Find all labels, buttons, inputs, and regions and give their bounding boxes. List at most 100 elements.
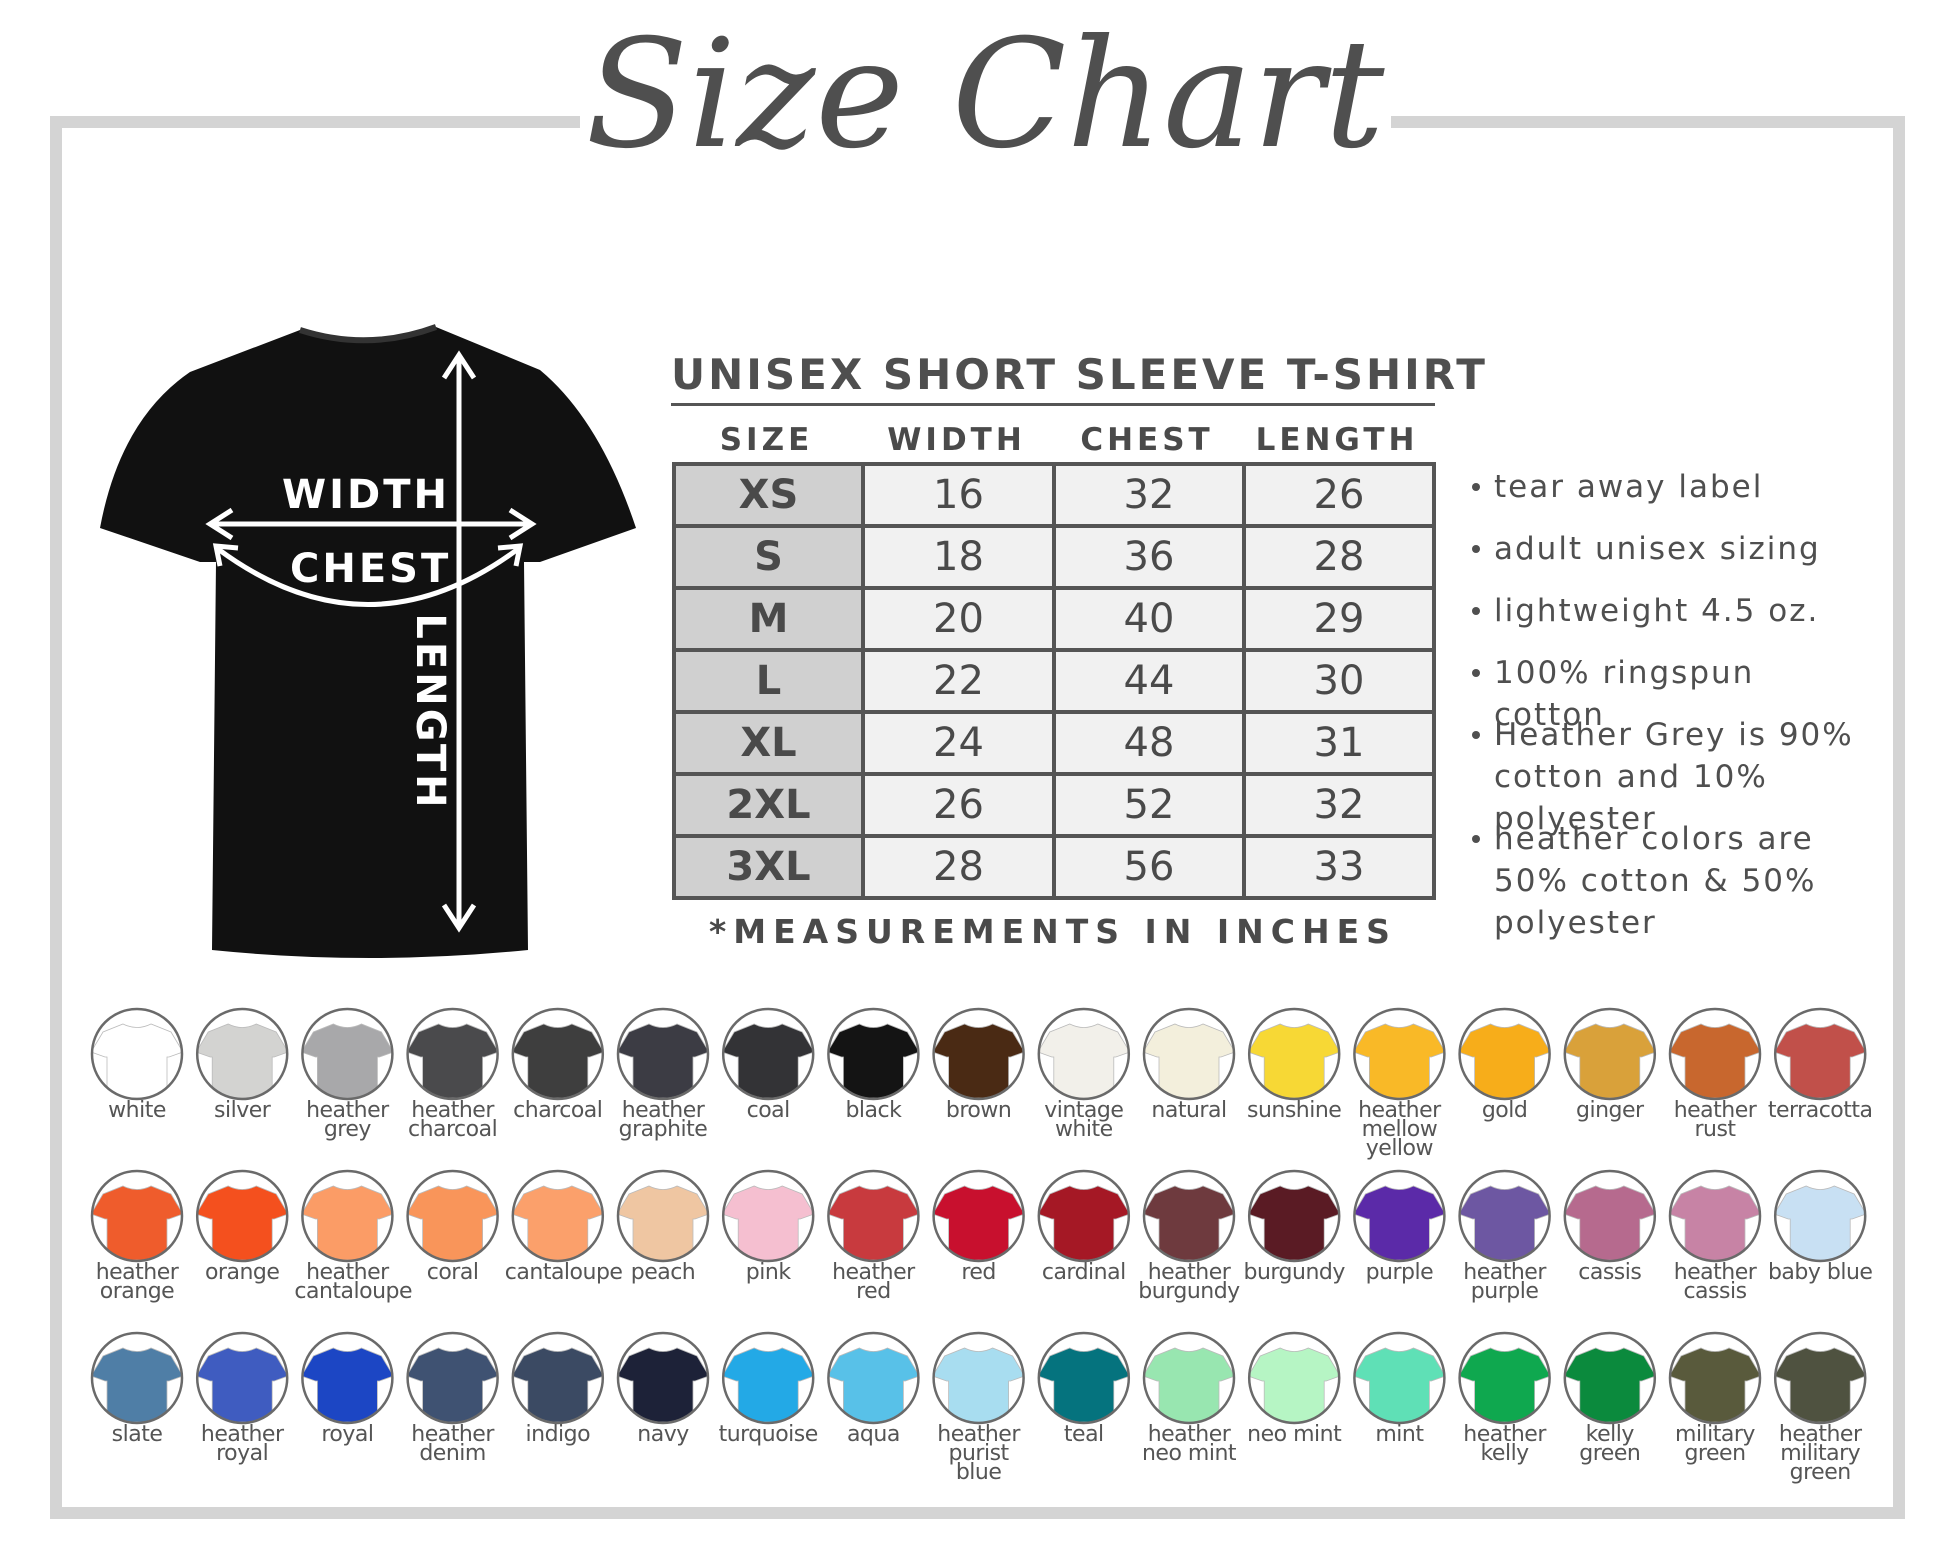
swatch-shirt (829, 1023, 918, 1098)
swatch (1773, 1331, 1867, 1425)
swatch-label: kelly green (1579, 1422, 1641, 1466)
swatch-shirt (408, 1185, 497, 1260)
swatch-ring (90, 1331, 184, 1425)
swatch-ring (721, 1169, 815, 1263)
measurement-cell: 16 (861, 462, 1056, 528)
swatch-shirt (513, 1023, 602, 1098)
swatch-shirt (1355, 1023, 1444, 1098)
swatch (511, 1007, 605, 1101)
swatch-shirt (1250, 1347, 1339, 1422)
swatch (616, 1331, 710, 1425)
swatch (827, 1169, 920, 1263)
swatch-shirt (1250, 1185, 1339, 1260)
measurement-cell: 29 (1242, 586, 1436, 652)
swatch (301, 1169, 394, 1263)
swatch-ring (1353, 1007, 1446, 1101)
shirt (100, 327, 636, 958)
feature: heather colors are 50% cotton & 50% poly… (1472, 818, 1872, 944)
swatch-label: red (961, 1260, 996, 1285)
swatch-ring (1773, 1169, 1867, 1263)
table-note: *MEASUREMENTS IN INCHES (709, 912, 1397, 951)
swatch-label: heather purple (1463, 1260, 1546, 1304)
swatch-shirt (303, 1347, 392, 1422)
width-label: WIDTH (282, 472, 450, 518)
swatch (1773, 1007, 1867, 1101)
swatch (1142, 1007, 1236, 1101)
measurement-cell: 26 (1242, 462, 1436, 528)
measurement-cell: 48 (1052, 710, 1246, 776)
swatch-shirt (1145, 1347, 1233, 1422)
swatch-ring (1563, 1007, 1657, 1101)
swatch-ring (1142, 1331, 1236, 1425)
measurement-cell: 30 (1242, 648, 1436, 714)
title: Size Chart (585, 8, 1385, 182)
swatch-shirt (303, 1023, 392, 1098)
swatch-ring (1773, 1007, 1867, 1101)
swatch-label: heather red (832, 1260, 915, 1304)
swatch-shirt (1565, 1347, 1654, 1422)
swatch-label: natural (1151, 1098, 1227, 1123)
swatch-label: heather cassis (1673, 1260, 1757, 1304)
chest-label: CHEST (290, 546, 452, 592)
swatch-ring (1563, 1169, 1657, 1263)
feature: Heather Grey is 90% cotton and 10% polye… (1472, 714, 1872, 840)
swatch-label: aqua (846, 1422, 900, 1447)
swatch (195, 1331, 289, 1425)
swatch-ring (932, 1007, 1025, 1101)
swatch-label: heather denim (411, 1422, 494, 1466)
size-cell: 2XL (672, 772, 865, 838)
measurement-cell: 22 (861, 648, 1056, 714)
swatch-shirt (408, 1347, 497, 1422)
size-cell: XL (672, 710, 865, 776)
swatch-ring (511, 1331, 605, 1425)
swatch-label: peach (630, 1260, 696, 1285)
swatch (301, 1007, 394, 1101)
swatch (1037, 1169, 1131, 1263)
size-cell: S (672, 524, 865, 590)
swatch-label: heather mellow yellow (1358, 1098, 1441, 1161)
swatch-label: white (108, 1098, 166, 1123)
swatch-ring (511, 1169, 605, 1263)
swatch-ring (1668, 1331, 1762, 1425)
size-cell: 3XL (672, 834, 865, 900)
swatch-shirt (408, 1023, 497, 1098)
swatch-label: orange (204, 1260, 280, 1285)
swatch-label: heather military green (1778, 1422, 1862, 1485)
swatch-shirt (1776, 1023, 1865, 1098)
swatch-shirt (1250, 1023, 1339, 1098)
swatch-ring (1563, 1331, 1657, 1425)
swatch-ring (195, 1331, 289, 1425)
swatch-ring (1773, 1331, 1867, 1425)
swatch-shirt (619, 1023, 707, 1098)
swatch-shirt (619, 1185, 707, 1260)
swatch-ring (827, 1331, 920, 1425)
swatch (1458, 1169, 1551, 1263)
swatch-label: burgundy (1243, 1260, 1345, 1285)
swatch-label: turquoise (718, 1422, 819, 1447)
frame-border (50, 116, 1905, 1519)
swatch-label: navy (637, 1422, 689, 1447)
swatch-shirt (829, 1185, 918, 1260)
swatch-label: teal (1063, 1422, 1104, 1447)
swatch-label: coal (746, 1098, 791, 1123)
feature: adult unisex sizing (1472, 528, 1872, 570)
swatch-ring (1668, 1007, 1762, 1101)
swatch-label: heather grey (306, 1098, 389, 1142)
column-header: SIZE (719, 422, 814, 458)
swatch-label: brown (945, 1098, 1012, 1123)
swatch (932, 1007, 1025, 1101)
swatch (1668, 1331, 1762, 1425)
swatch-ring (1247, 1007, 1341, 1101)
column-header: CHEST (1080, 422, 1214, 458)
swatch-ring (1353, 1169, 1446, 1263)
swatch-ring (1142, 1007, 1236, 1101)
feature: tear away label (1472, 466, 1872, 508)
swatch (1668, 1169, 1762, 1263)
measurement-cell: 56 (1052, 834, 1246, 900)
swatch (721, 1169, 815, 1263)
swatch-label: gold (1481, 1098, 1528, 1123)
swatch-ring (1247, 1169, 1341, 1263)
swatch (1037, 1007, 1131, 1101)
